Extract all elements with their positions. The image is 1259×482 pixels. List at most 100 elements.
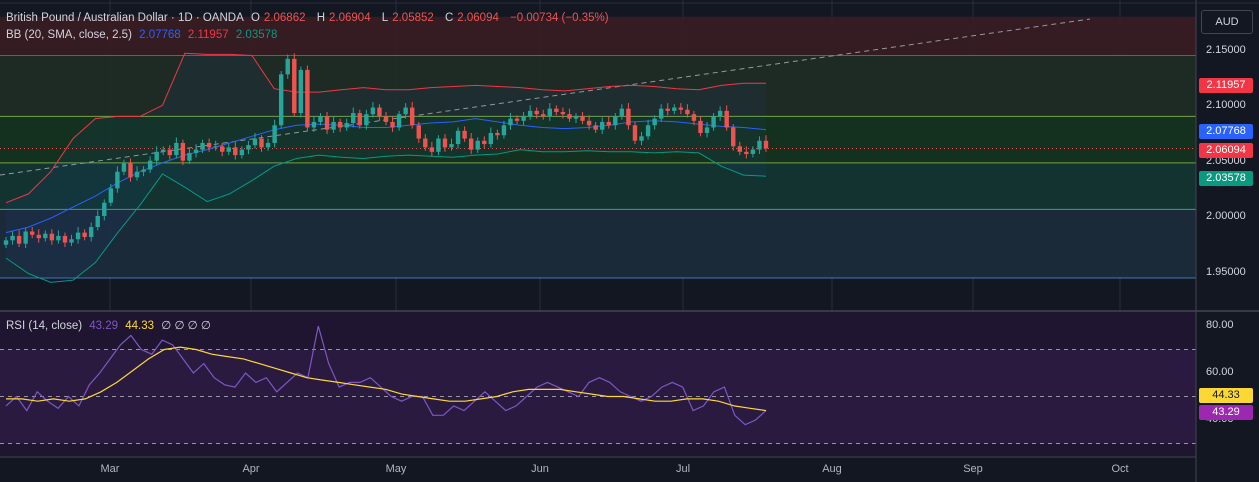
candle-body [508, 118, 513, 126]
x-tick: Mar [100, 463, 120, 475]
ohlc-open: O 2.06862 [250, 12, 306, 24]
candle-body [10, 235, 15, 241]
candle [49, 229, 55, 245]
candle [305, 65, 310, 131]
candle-body [665, 108, 670, 111]
candle [396, 110, 402, 131]
candle [737, 141, 742, 156]
candle [252, 133, 258, 149]
candle [645, 119, 651, 140]
candle [468, 133, 474, 155]
candle [69, 234, 74, 246]
rsi-line [5, 325, 767, 426]
zone-mid [0, 116, 1196, 163]
price-tick: 2.15000 [1206, 44, 1246, 56]
candle [62, 232, 68, 247]
candle [233, 141, 238, 160]
candle-body [606, 121, 611, 126]
candle [23, 228, 28, 249]
candle-body [455, 130, 461, 145]
candle [220, 142, 225, 157]
candle [134, 166, 140, 181]
candle-body [704, 127, 710, 133]
candle [449, 138, 454, 151]
candle-body [239, 149, 245, 156]
candle [416, 121, 421, 143]
candle-body [220, 146, 225, 152]
candle [672, 104, 677, 115]
candle-body [658, 108, 664, 119]
candle [534, 107, 539, 119]
candle-body [16, 235, 22, 244]
candle [488, 127, 494, 148]
candle-body [593, 125, 598, 130]
candle [724, 105, 729, 131]
candle-body [30, 231, 35, 235]
candle-body [364, 114, 369, 126]
candle-body [423, 138, 428, 148]
candle [377, 104, 382, 121]
candle [731, 124, 736, 151]
candle-body [75, 232, 81, 240]
x-tick: Oct [1111, 463, 1129, 475]
candle-body [180, 142, 186, 161]
candle [632, 121, 638, 145]
candle-body [102, 202, 107, 216]
bb-lower-value: 2.03578 [235, 29, 278, 41]
candle-body [226, 147, 231, 152]
candle [757, 136, 762, 155]
candle [573, 113, 579, 124]
candle-body [554, 108, 559, 112]
candle-body [547, 108, 552, 117]
candle [744, 146, 749, 159]
candle [239, 146, 245, 159]
candle [442, 134, 448, 152]
candle-body [534, 110, 539, 115]
rsi-ma-value: 44.33 [125, 320, 155, 332]
symbol-title[interactable]: British Pound / Australian Dollar · 1D ·… [6, 12, 244, 24]
candle-body [324, 116, 330, 130]
zone-upper [0, 55, 1196, 117]
candle [495, 129, 500, 140]
candle-body [724, 110, 729, 128]
candle [167, 145, 172, 160]
candle [508, 113, 513, 130]
candle-body [370, 107, 376, 115]
candle [180, 139, 186, 166]
candle-body [213, 146, 218, 148]
candle [351, 107, 356, 128]
currency-button[interactable]: AUD [1201, 10, 1253, 34]
candle-body [56, 235, 61, 241]
candle [501, 120, 507, 139]
candle-body [95, 216, 100, 228]
rsi-label[interactable]: RSI (14, close) [6, 320, 83, 332]
bb-fill [6, 53, 766, 283]
zone-top [0, 16, 1196, 56]
candle-body [462, 130, 467, 139]
candle-body [580, 116, 585, 121]
candle-body [200, 142, 205, 150]
candle [462, 126, 467, 142]
candle [265, 138, 271, 151]
bb-lower-badge: 2.03578 [1199, 171, 1253, 186]
candle-body [573, 116, 579, 119]
candle [206, 138, 212, 152]
candle-body [272, 125, 277, 143]
rsi-ma-line [6, 346, 767, 412]
candle [436, 135, 441, 156]
bb-legend: BB (20, SMA, close, 2.5) 2.07768 2.11957… [6, 28, 281, 42]
candle [410, 102, 415, 129]
bb-upper-value: 2.11957 [187, 29, 229, 41]
candle-body [128, 162, 133, 178]
candle-body [246, 145, 251, 150]
candle [665, 103, 670, 116]
bb-lower-line [5, 149, 767, 283]
bb-label[interactable]: BB (20, SMA, close, 2.5) [6, 29, 132, 41]
candle [423, 134, 428, 151]
candle [383, 111, 389, 126]
candle-body [645, 125, 651, 137]
candle [567, 108, 572, 122]
candle-body [134, 171, 140, 178]
